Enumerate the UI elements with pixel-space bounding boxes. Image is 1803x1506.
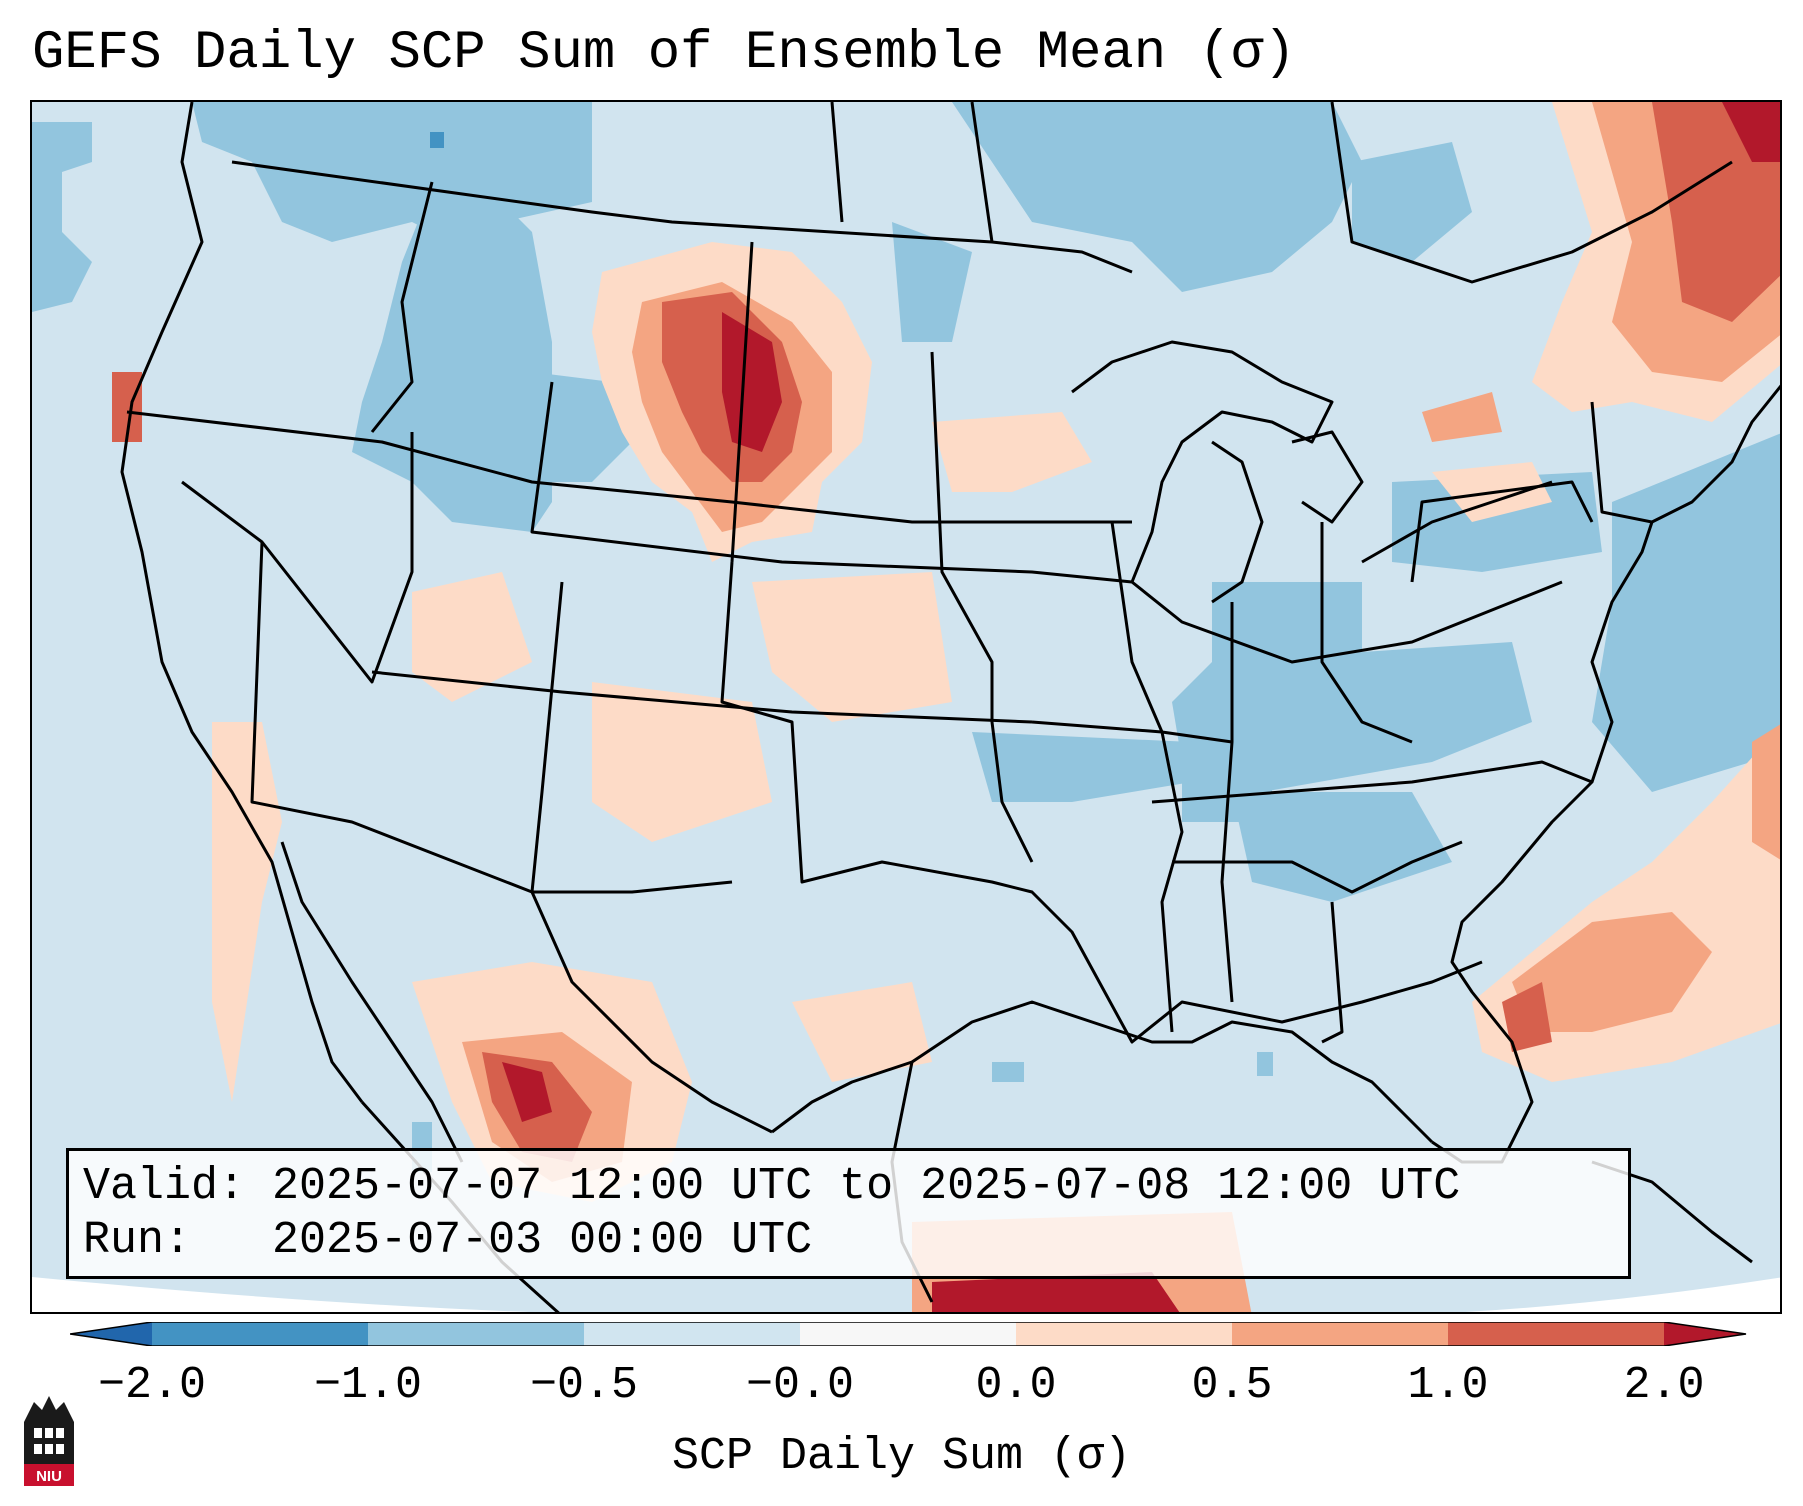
run-time: 2025-07-03 00:00 UTC <box>272 1215 813 1266</box>
state-border <box>1320 522 1413 744</box>
low-anomaly-patch <box>972 732 1192 802</box>
valid-run-info-box: Valid: 2025-07-07 12:00 UTC to 2025-07-0… <box>66 1148 1631 1279</box>
northeast-anomaly-inner <box>1652 102 1780 322</box>
low-anomaly-patch <box>1592 433 1780 792</box>
valid-range: 2025-07-07 12:00 UTC to 2025-07-08 12:00… <box>272 1161 1461 1212</box>
colorbar-label: SCP Daily Sum (σ) <box>671 1431 1132 1482</box>
state-border <box>1220 602 1234 1003</box>
low-anomaly-cell <box>430 132 444 148</box>
run-label: Run: <box>83 1215 192 1266</box>
oregon-coast-anomaly <box>112 372 142 442</box>
projection-edge <box>32 1277 530 1312</box>
ontario-anomaly <box>1422 392 1502 442</box>
run-line: Run: 2025-07-03 00:00 UTC <box>83 1214 1628 1268</box>
state-border <box>1110 521 1184 1033</box>
southwest-anomaly <box>592 682 772 842</box>
colorbar-tick-label: 0.5 <box>1191 1360 1273 1411</box>
colorbar-bin <box>800 1322 1016 1346</box>
state-border <box>730 241 754 563</box>
us-canada-border <box>231 160 1133 274</box>
low-anomaly-patch <box>1212 582 1362 662</box>
state-border <box>250 541 733 894</box>
mexico-anomaly-core <box>502 1062 552 1122</box>
map-title: GEFS Daily SCP Sum of Ensemble Mean (σ) <box>32 23 1296 84</box>
atlantic-anomaly-east <box>1752 724 1780 860</box>
central-plains-anomaly <box>752 572 952 722</box>
pacific-coastline <box>120 102 364 1103</box>
colorbar-tick-label: −1.0 <box>313 1360 423 1411</box>
low-anomaly-patch <box>1257 1052 1273 1076</box>
baja-coast-anomaly <box>212 722 282 1102</box>
state-border <box>970 102 994 243</box>
colorbar-extend-low <box>70 1322 152 1346</box>
gulf-south-core <box>932 1272 1180 1312</box>
low-anomaly-patch <box>1172 642 1532 792</box>
map-frame <box>30 100 1782 1314</box>
state-border <box>720 561 1483 1044</box>
state-border <box>530 381 1563 664</box>
atlantic-coastline <box>1431 384 1780 1164</box>
niu-logo: NIU <box>24 1396 74 1486</box>
valid-label: Valid: <box>83 1161 246 1212</box>
strong-low-anomaly <box>430 132 444 148</box>
colorbar-tick-label: 2.0 <box>1623 1360 1705 1411</box>
colorbar-bin <box>1448 1322 1664 1346</box>
colorbar-extend-high <box>1664 1322 1746 1346</box>
colorbar-bin <box>1016 1322 1232 1346</box>
colorbar-bin <box>152 1322 368 1346</box>
colorbar-bin <box>368 1322 584 1346</box>
us-mexico-border <box>530 891 773 1134</box>
lake-huron-coast <box>1291 430 1364 524</box>
colorbar-tick-label: −0.5 <box>529 1360 639 1411</box>
state-border <box>830 102 844 223</box>
colorbar <box>70 1322 1747 1346</box>
state-border <box>126 410 1132 524</box>
state-border <box>1590 401 1653 524</box>
projection-edge <box>1465 1277 1780 1312</box>
lake-erie-coast <box>1361 480 1553 564</box>
state-border <box>930 351 1034 863</box>
valid-line: Valid: 2025-07-07 12:00 UTC to 2025-07-0… <box>83 1160 1628 1214</box>
low-anomaly-patch <box>1352 142 1472 262</box>
atlantic-anomaly-mid <box>1512 912 1712 1032</box>
us-canada-border-east <box>1330 102 1733 284</box>
gulf-coastline <box>771 1000 1434 1144</box>
colorbar-bin <box>1232 1322 1448 1346</box>
state-border <box>371 670 1033 724</box>
colorbar-tick-label: −0.0 <box>745 1360 855 1411</box>
map-canvas <box>32 102 1780 1312</box>
state-border <box>1151 760 1593 804</box>
low-anomaly-patch <box>32 122 92 312</box>
great-basin-anomaly <box>412 572 532 702</box>
niu-logo-text: NIU <box>36 1468 62 1485</box>
plains-anomaly-core <box>722 312 782 452</box>
state-border <box>530 581 564 893</box>
upper-midwest-anomaly <box>932 412 1092 492</box>
northeast-anomaly-core <box>1722 102 1780 162</box>
lake-michigan-coast <box>1211 440 1264 604</box>
colorbar-tick-label: 1.0 <box>1407 1360 1489 1411</box>
state-border <box>1321 901 1344 1044</box>
colorbar-tick-label: −2.0 <box>97 1360 207 1411</box>
texas-anomaly <box>792 982 932 1082</box>
state-border <box>1172 840 1463 894</box>
political-borders <box>126 102 1733 1134</box>
state-border <box>370 181 434 433</box>
low-anomaly-patch <box>892 222 972 342</box>
low-anomaly-regions <box>32 102 1780 1172</box>
atlantic-anomaly-inner <box>1502 982 1552 1052</box>
low-anomaly-patch <box>992 1062 1024 1082</box>
colorbar-outline <box>70 1322 1747 1346</box>
colorbar-tick-label: 0.0 <box>975 1360 1057 1411</box>
state-border <box>181 432 414 684</box>
state-border <box>1410 480 1594 583</box>
low-anomaly-patch <box>532 372 632 482</box>
gulf-of-california-coast <box>280 841 464 1163</box>
low-anomaly-patch <box>952 102 1362 292</box>
great-lakes-coast <box>1071 340 1334 583</box>
low-anomaly-patch <box>1232 792 1452 902</box>
colorbar-bin <box>584 1322 800 1346</box>
